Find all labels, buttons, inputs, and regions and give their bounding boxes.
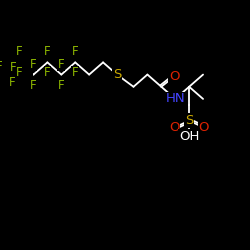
Text: O: O — [169, 121, 179, 134]
Text: F: F — [44, 66, 51, 79]
Text: O: O — [199, 121, 209, 134]
Text: F: F — [58, 58, 65, 71]
Text: F: F — [30, 58, 37, 71]
Text: S: S — [185, 114, 193, 127]
Text: OH: OH — [179, 130, 199, 143]
Text: F: F — [16, 66, 23, 79]
Text: HN: HN — [166, 92, 185, 106]
Text: F: F — [10, 61, 17, 74]
Text: F: F — [0, 60, 2, 73]
Text: F: F — [30, 78, 37, 92]
Text: F: F — [44, 46, 51, 59]
Text: O: O — [169, 70, 179, 83]
Text: S: S — [113, 68, 121, 81]
Text: F: F — [72, 46, 78, 59]
Text: F: F — [9, 76, 16, 89]
Text: F: F — [72, 66, 78, 79]
Text: F: F — [58, 78, 65, 92]
Text: F: F — [16, 46, 23, 59]
